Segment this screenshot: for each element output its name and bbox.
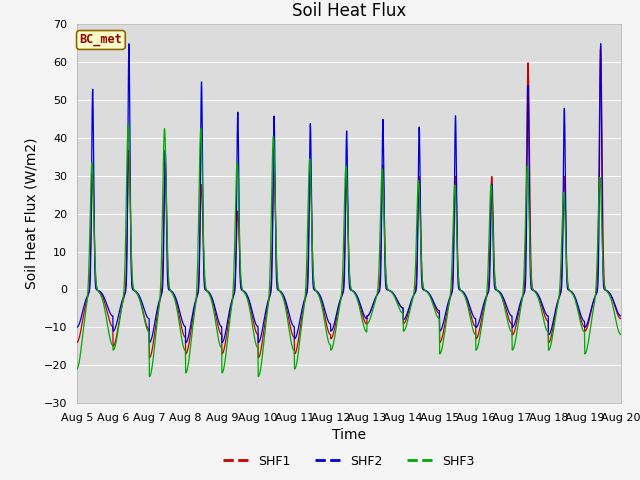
Legend: SHF1, SHF2, SHF3: SHF1, SHF2, SHF3 <box>218 450 480 473</box>
Y-axis label: Soil Heat Flux (W/m2): Soil Heat Flux (W/m2) <box>24 138 38 289</box>
Text: BC_met: BC_met <box>79 34 122 47</box>
X-axis label: Time: Time <box>332 429 366 443</box>
Title: Soil Heat Flux: Soil Heat Flux <box>292 1 406 20</box>
